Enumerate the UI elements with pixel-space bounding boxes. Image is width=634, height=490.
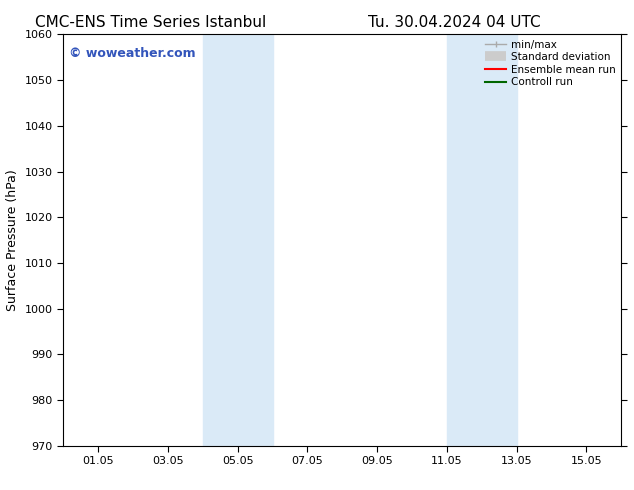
Bar [238,34,273,446]
Y-axis label: Surface Pressure (hPa): Surface Pressure (hPa) [6,169,19,311]
Bar [447,34,482,446]
Text: CMC-ENS Time Series Istanbul: CMC-ENS Time Series Istanbul [35,15,266,30]
Text: © woweather.com: © woweather.com [69,47,196,60]
Bar [482,34,517,446]
Bar [203,34,238,446]
Text: Tu. 30.04.2024 04 UTC: Tu. 30.04.2024 04 UTC [368,15,540,30]
Legend: min/max, Standard deviation, Ensemble mean run, Controll run: min/max, Standard deviation, Ensemble me… [483,37,618,89]
